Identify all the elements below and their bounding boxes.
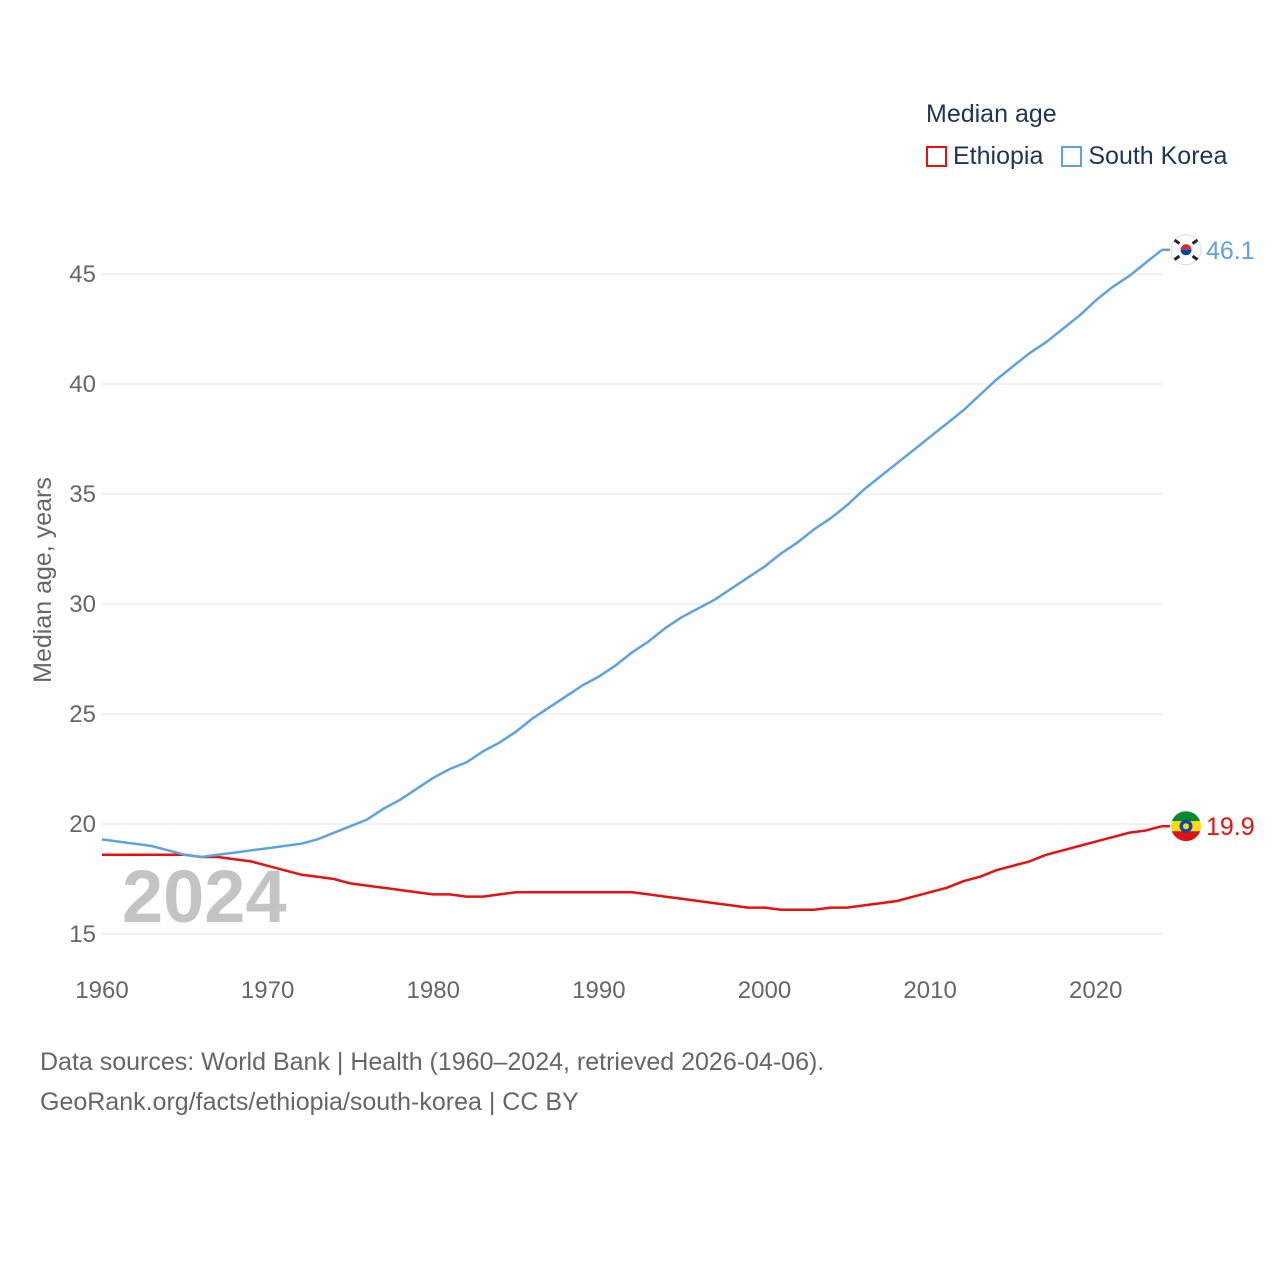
y-axis-label: Median age, years	[29, 477, 57, 683]
gridlines	[102, 273, 1162, 935]
series-line-ethiopia[interactable]	[102, 824, 1163, 912]
legend-label-south-korea: South Korea	[1088, 142, 1228, 170]
y-axis-ticks: 15 20 25 30 35 40 45	[69, 261, 96, 948]
x-tick-label: 1990	[572, 977, 625, 1004]
y-tick-label: 35	[69, 481, 96, 508]
legend-item-ethiopia[interactable]: Ethiopia	[926, 142, 1043, 171]
sources-line-1: Data sources: World Bank | Health (1960–…	[40, 1048, 825, 1076]
y-tick-label: 20	[69, 811, 96, 838]
x-tick-label: 1980	[407, 977, 460, 1004]
x-tick-label: 2000	[738, 977, 791, 1004]
south-korea-flag	[1170, 234, 1202, 266]
y-tick-label: 15	[69, 921, 96, 948]
end-value-label: 46.1	[1206, 237, 1255, 265]
y-tick-label: 30	[69, 591, 96, 618]
legend-item-south-korea[interactable]: South Korea	[1061, 142, 1227, 171]
x-tick-label: 1960	[75, 977, 128, 1004]
sources-line-2[interactable]: GeoRank.org/facts/ethiopia/south-korea |…	[40, 1088, 579, 1116]
ethiopia-flag	[1171, 811, 1201, 842]
series-line-south-korea[interactable]	[101, 248, 1163, 859]
year-watermark: 2024	[122, 855, 287, 938]
end-flags	[1170, 234, 1202, 842]
x-axis-ticks: 1960 1970 1980 1990 2000 2010 2020	[75, 977, 1122, 1004]
legend-swatch-ethiopia	[926, 146, 947, 167]
x-tick-label: 2020	[1069, 977, 1122, 1004]
x-tick-label: 2010	[903, 977, 956, 1004]
end-labels: 19.9 46.1	[1206, 237, 1255, 841]
series-lines	[101, 248, 1170, 912]
legend: Ethiopia South Korea	[926, 142, 1245, 171]
data-sources: Data sources: World Bank | Health (1960–…	[40, 1042, 824, 1122]
legend-label-ethiopia: Ethiopia	[953, 142, 1044, 170]
x-tick-label: 1970	[241, 977, 294, 1004]
end-value-label: 19.9	[1206, 813, 1255, 841]
y-tick-label: 45	[69, 261, 96, 288]
y-tick-label: 25	[69, 701, 96, 728]
y-tick-label: 40	[69, 371, 96, 398]
legend-swatch-south-korea	[1061, 146, 1083, 167]
legend-title: Median age	[926, 100, 1057, 128]
median-age-chart: 15 20 25 30 35 40 45 1960 1970 1980 1990 2000 2010 2…	[29, 234, 1255, 1004]
